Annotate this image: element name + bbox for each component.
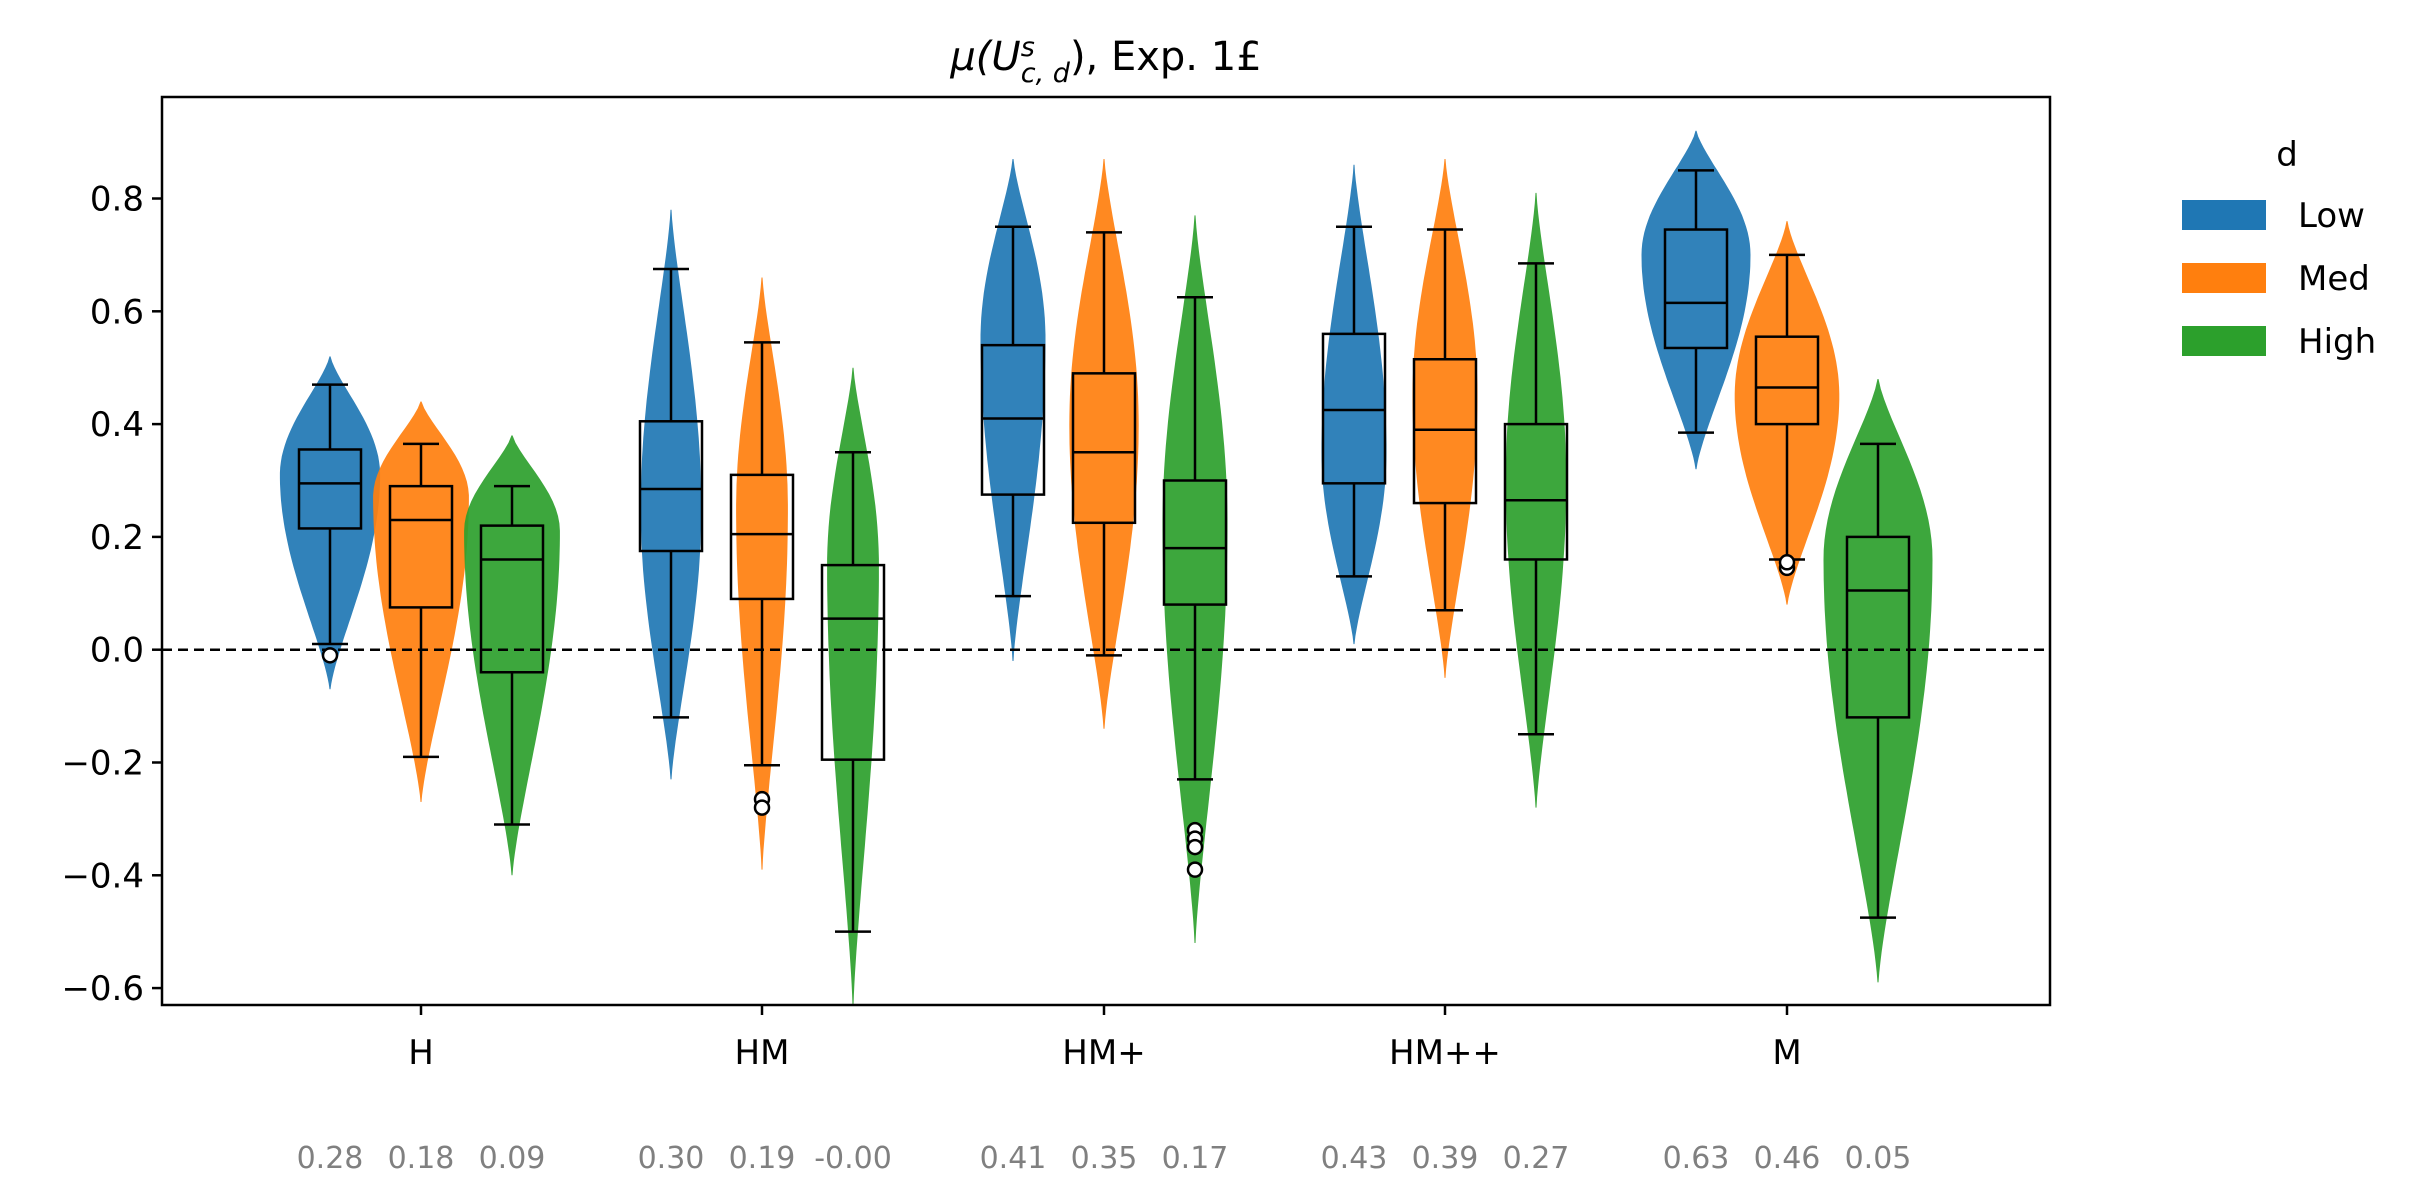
outlier-med-m-1 (1778, 554, 1796, 571)
violin-low-hm (640, 209, 702, 780)
mean-label-med-m: 0.46 (1754, 1141, 1821, 1176)
y-tick-label: 0.0 (90, 631, 144, 671)
chart-title: μ(Us c, d), Exp. 1£ (949, 32, 1261, 89)
outlier-low-h-0 (321, 647, 339, 664)
violin-high-hm (827, 367, 879, 1005)
legend-label-high: High (2298, 322, 2376, 362)
mean-label-high-hm: -0.00 (814, 1141, 892, 1176)
mean-label-med-hm++: 0.39 (1412, 1141, 1479, 1176)
axes: −0.6 −0.4 −0.2 0.0 0.2 0.4 0.6 0.8 H 0.28 0.18 0.09… (61, 95, 2052, 1176)
box-low-hm+ (980, 343, 1046, 496)
mean-label-high-hm+: 0.17 (1162, 1141, 1229, 1176)
box-high-m (1845, 535, 1911, 719)
legend-title: d (2276, 135, 2298, 175)
box-low-h (297, 448, 363, 530)
violin-high-hm+ (1162, 215, 1228, 943)
box-med-hm++ (1412, 357, 1478, 505)
mean-label-med-hm: 0.19 (729, 1141, 796, 1176)
y-tick-label: −0.2 (61, 743, 144, 783)
x-tick-label: H (408, 1033, 434, 1073)
violin-low-hm++ (1321, 164, 1387, 645)
box-med-h (388, 484, 454, 609)
y-tick-label: 0.4 (90, 405, 144, 445)
plot-frame (160, 95, 2052, 1007)
box-high-h (479, 524, 545, 674)
violin-low-h (279, 356, 381, 690)
y-tick-label: −0.4 (61, 856, 144, 896)
title-suffix: ), Exp. 1£ (1070, 34, 1262, 80)
box-high-hm (820, 563, 886, 761)
legend-swatch-high (2182, 326, 2266, 356)
mean-label-low-hm++: 0.43 (1321, 1141, 1388, 1176)
x-tick-label: HM (735, 1033, 790, 1073)
outlier-high-hm+-2 (1186, 838, 1204, 856)
violin-med-hm (736, 277, 788, 870)
violin-low-m (1641, 130, 1751, 470)
mean-label-low-m: 0.63 (1663, 1141, 1730, 1176)
mean-label-med-hm+: 0.35 (1071, 1141, 1138, 1176)
violin-high-h (464, 435, 560, 876)
legend-label-med: Med (2298, 259, 2370, 299)
box-low-m (1663, 228, 1729, 350)
mean-label-low-hm+: 0.41 (980, 1141, 1047, 1176)
outlier-med-hm-1 (753, 799, 771, 816)
title-mu: μ(U (949, 34, 1020, 80)
violin-med-hm+ (1069, 159, 1139, 729)
title-sub: c, d (1021, 58, 1071, 89)
legend-swatch-low (2182, 200, 2266, 230)
violin-med-m (1734, 221, 1840, 605)
x-tick-label: HM++ (1389, 1033, 1501, 1073)
violin-med-h (373, 401, 469, 802)
box-low-hm (638, 420, 704, 553)
box-med-hm+ (1071, 372, 1137, 525)
outlier-high-hm+-3 (1186, 861, 1204, 878)
mean-label-high-hm++: 0.27 (1503, 1141, 1570, 1176)
mean-label-low-h: 0.28 (297, 1141, 364, 1176)
mean-label-med-h: 0.18 (388, 1141, 455, 1176)
y-tick-label: 0.8 (90, 180, 144, 220)
mean-label-high-h: 0.09 (479, 1141, 546, 1176)
box-med-hm (729, 473, 795, 601)
box-high-hm+ (1162, 479, 1228, 606)
y-tick-label: −0.6 (61, 969, 144, 1009)
violin-med-hm++ (1412, 159, 1478, 678)
box-low-hm++ (1321, 332, 1387, 485)
legend-swatch-med (2182, 263, 2266, 293)
x-tick-label: HM+ (1062, 1033, 1145, 1073)
violin-low-hm+ (980, 159, 1046, 661)
y-tick-label: 0.6 (90, 292, 144, 332)
legend-label-low: Low (2298, 196, 2365, 236)
box-high-hm++ (1503, 422, 1569, 561)
mean-label-high-m: 0.05 (1845, 1141, 1912, 1176)
x-tick-label: M (1772, 1033, 1801, 1073)
violin-high-m (1823, 379, 1933, 983)
plot-area (162, 130, 2050, 1005)
y-tick-label: 0.2 (90, 518, 144, 558)
box-med-m (1754, 335, 1820, 426)
title-sup: s (1021, 32, 1035, 63)
mean-label-low-hm: 0.30 (638, 1141, 705, 1176)
